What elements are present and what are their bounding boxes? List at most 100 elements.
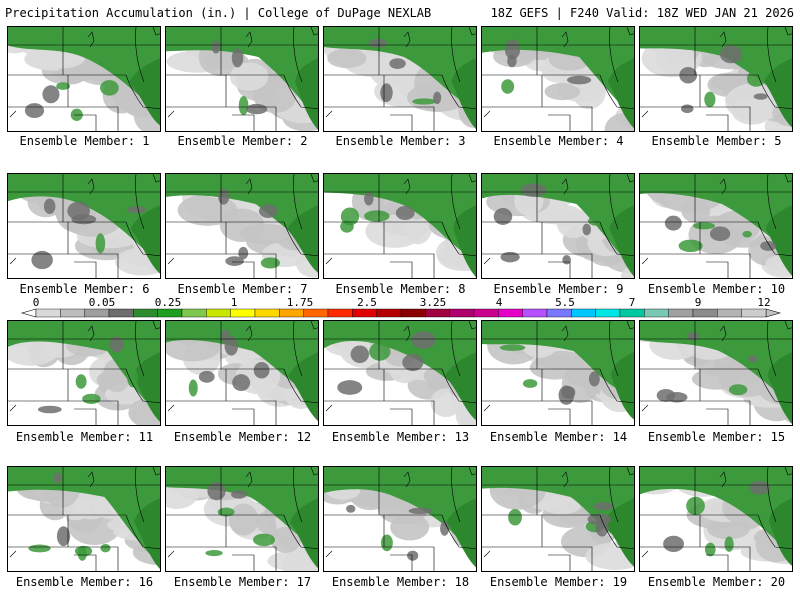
- precip-field-green: [324, 321, 476, 421]
- ensemble-member-label: Ensemble Member: 16: [15, 575, 154, 589]
- ensemble-member-map: [639, 26, 793, 132]
- ensemble-member-map: [165, 320, 319, 426]
- state-boundaries: [166, 27, 318, 131]
- ensemble-member-map: [165, 26, 319, 132]
- precip-map-graphic: [166, 467, 318, 571]
- ensemble-member-label: Ensemble Member: 4: [493, 134, 624, 148]
- colorbar-legend: 0 0.05 0.25 1 1.75 2.5 3.25 4 5.5 7 9 12: [20, 296, 782, 318]
- precip-field-green: [324, 174, 476, 278]
- state-boundaries: [482, 321, 634, 425]
- ensemble-member-map: [639, 466, 793, 572]
- colorbar-swatch: [303, 308, 329, 318]
- colorbar-swatch: [668, 308, 694, 318]
- ensemble-member-label: Ensemble Member: 2: [177, 134, 308, 148]
- precip-field-green: [640, 174, 792, 276]
- colorbar-swatch: [741, 308, 767, 318]
- state-boundaries: [166, 174, 318, 278]
- state-boundaries: [640, 321, 792, 425]
- ensemble-member-map: [323, 320, 477, 426]
- ensemble-member-map: [323, 173, 477, 279]
- colorbar-tick-label: 1: [231, 296, 238, 309]
- ensemble-member-label: Ensemble Member: 8: [335, 282, 466, 296]
- ensemble-member-label: Ensemble Member: 13: [331, 430, 470, 444]
- colorbar-tick-label: 0: [33, 296, 40, 309]
- precip-map-graphic: [324, 321, 476, 425]
- precip-map-graphic: [8, 467, 160, 571]
- ensemble-member-label: Ensemble Member: 1: [19, 134, 150, 148]
- precip-field-green: [8, 27, 160, 126]
- ensemble-member-map: [7, 466, 161, 572]
- ensemble-member-map: [165, 173, 319, 279]
- precip-map-graphic: [324, 174, 476, 278]
- colorbar-swatch: [425, 308, 450, 318]
- precip-map-graphic: [640, 467, 792, 571]
- colorbar-swatch: [473, 308, 499, 318]
- state-boundaries: [166, 321, 318, 425]
- colorbar-swatch: [206, 308, 231, 318]
- colorbar-swatch: [352, 308, 377, 318]
- ensemble-member-label: Ensemble Member: 19: [489, 575, 628, 589]
- ensemble-member-label: Ensemble Member: 10: [647, 282, 786, 296]
- precip-map-graphic: [482, 321, 634, 425]
- state-boundaries: [640, 27, 792, 131]
- colorbar-tick-label: 5.5: [555, 296, 575, 309]
- ensemble-member-label: Ensemble Member: 3: [335, 134, 466, 148]
- colorbar-tick-label: 4: [496, 296, 503, 309]
- state-boundaries: [640, 467, 792, 571]
- precip-field-green: [482, 27, 634, 129]
- colorbar-swatch: [84, 308, 110, 318]
- precip-field-green: [166, 467, 318, 569]
- ensemble-member-label: Ensemble Member: 6: [19, 282, 150, 296]
- ensemble-member-map: [481, 26, 635, 132]
- colorbar-tick-label: 12: [757, 296, 770, 309]
- colorbar-tick-label: 0.05: [89, 296, 116, 309]
- ensemble-member-map: [165, 466, 319, 572]
- state-boundaries: [8, 321, 160, 425]
- colorbar-swatch: [254, 308, 280, 318]
- state-boundaries: [482, 467, 634, 571]
- state-boundaries: [8, 174, 160, 278]
- colorbar-tick-label: 9: [695, 296, 702, 309]
- ensemble-member-map: [481, 320, 635, 426]
- ensemble-member-label: Ensemble Member: 9: [493, 282, 624, 296]
- ensemble-member-label: Ensemble Member: 14: [489, 430, 628, 444]
- precip-field-green: [8, 467, 160, 569]
- colorbar-swatch: [376, 308, 402, 318]
- precip-map-graphic: [482, 27, 634, 131]
- state-boundaries: [8, 467, 160, 571]
- ensemble-member-label: Ensemble Member: 12: [173, 430, 312, 444]
- colorbar-tick-label: 1.75: [287, 296, 314, 309]
- precip-map-graphic: [8, 174, 160, 278]
- colorbar-max-arrow: [765, 308, 782, 318]
- ensemble-member-map: [7, 320, 161, 426]
- colorbar-tick-label: 2.5: [357, 296, 377, 309]
- precip-field-green: [482, 467, 634, 567]
- colorbar-swatch: [595, 308, 621, 318]
- colorbar-swatch: [108, 308, 134, 318]
- colorbar-swatch: [279, 308, 304, 318]
- colorbar-swatch: [546, 308, 572, 318]
- precip-map-graphic: [8, 27, 160, 131]
- precip-map-graphic: [640, 321, 792, 425]
- colorbar-tick-label: 3.25: [420, 296, 447, 309]
- precip-field-green: [640, 27, 792, 128]
- ensemble-member-label: Ensemble Member: 20: [647, 575, 786, 589]
- precip-map-graphic: [482, 174, 634, 278]
- ensemble-member-label: Ensemble Member: 11: [15, 430, 154, 444]
- precip-map-graphic: [166, 321, 318, 425]
- precip-map-graphic: [8, 321, 160, 425]
- precip-map-graphic: [640, 174, 792, 278]
- ensemble-member-label: Ensemble Member: 15: [647, 430, 786, 444]
- ensemble-member-label: Ensemble Member: 7: [177, 282, 308, 296]
- colorbar-tick-label: 7: [629, 296, 636, 309]
- colorbar-swatch: [644, 308, 669, 318]
- ensemble-member-label: Ensemble Member: 17: [173, 575, 312, 589]
- precip-field-green: [640, 467, 792, 566]
- colorbar-swatch: [327, 308, 353, 318]
- colorbar-swatch: [230, 308, 256, 318]
- run-valid-time: 18Z GEFS | F240 Valid: 18Z WED JAN 21 20…: [490, 6, 794, 20]
- precip-map-graphic: [166, 174, 318, 278]
- colorbar-swatch: [157, 308, 183, 318]
- precip-map-graphic: [640, 27, 792, 131]
- state-boundaries: [640, 174, 792, 278]
